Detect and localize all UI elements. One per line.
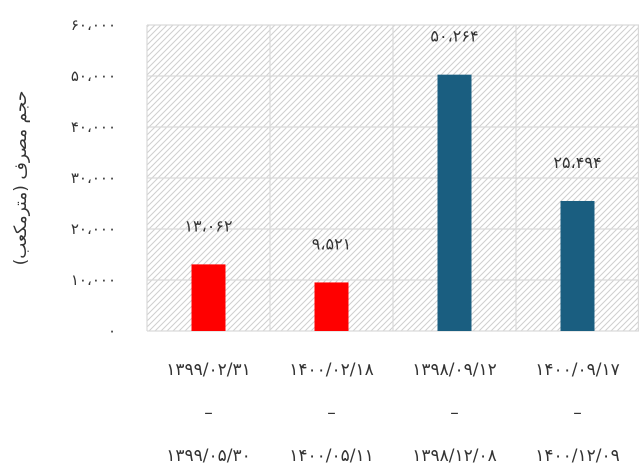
data-label-1: ۹،۵۲۱ [312,234,352,253]
data-label-3: ۲۵،۴۹۴ [553,153,601,172]
category-label-1-line3: ۱۴۰۰/۰۵/۱۱ [289,446,374,466]
y-tick-label-6: ۶۰،۰۰۰ [71,16,116,34]
y-tick-label-4: ۴۰،۰۰۰ [71,118,116,136]
y-tick-label-3: ۳۰،۰۰۰ [71,169,116,187]
data-labels: ۱۳،۰۶۲ ۹،۵۲۱ ۵۰،۲۶۴ ۲۵،۴۹۴ [184,27,601,254]
category-label-2-line2: – [450,403,459,423]
bar-2 [437,74,472,332]
category-label-3-line3: ۱۴۰۰/۱۲/۰۹ [535,446,620,466]
y-tick-label-0: ۰ [108,322,116,340]
y-tick-label-1: ۱۰،۰۰۰ [71,271,116,289]
y-axis-ticks: ۰ ۱۰،۰۰۰ ۲۰،۰۰۰ ۳۰،۰۰۰ ۴۰،۰۰۰ ۵۰،۰۰۰ ۶۰،۰۰۰ [71,16,116,340]
category-label-1-line1: ۱۴۰۰/۰۲/۱۸ [289,360,374,380]
category-label-2-line1: ۱۳۹۸/۰۹/۱۲ [412,360,497,380]
x-axis-categories: ۱۳۹۹/۰۲/۳۱ – ۱۳۹۹/۰۵/۳۰ ۱۴۰۰/۰۲/۱۸ – ۱۴۰۰/۰۵/… [166,360,620,466]
data-label-2: ۵۰،۲۶۴ [430,27,478,46]
bars [191,74,595,332]
y-tick-label-5: ۵۰،۰۰۰ [71,67,116,85]
category-label-3-line1: ۱۴۰۰/۰۹/۱۷ [535,360,620,380]
category-label-1-line2: – [327,403,336,423]
category-label-2-line3: ۱۳۹۸/۱۲/۰۸ [412,446,497,466]
category-label-0-line3: ۱۳۹۹/۰۵/۳۰ [166,446,251,466]
data-label-0: ۱۳،۰۶۲ [184,216,232,235]
y-tick-label-2: ۲۰،۰۰۰ [71,220,116,238]
category-label-0-line1: ۱۳۹۹/۰۲/۳۱ [166,360,251,380]
gridlines [146,24,639,332]
category-label-3-line2: – [573,403,582,423]
bar-0 [191,264,226,331]
bar-1 [314,282,349,331]
y-axis-label: حجم مصرف (مترمکعب) [11,91,31,266]
bar-3 [560,200,595,331]
category-label-0-line2: – [204,403,213,423]
